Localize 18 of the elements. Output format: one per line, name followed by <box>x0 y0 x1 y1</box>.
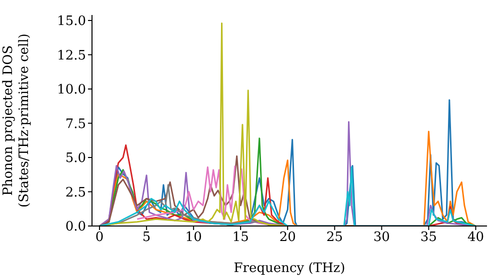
x-tick-label: 30 <box>373 230 390 246</box>
y-tick-label: 12.5 <box>57 48 86 64</box>
y-axis-title: Phonon projected DOS (States/THz·primitive cell) <box>1 33 32 208</box>
y-tick-label: 10.0 <box>57 82 86 98</box>
y-tick-label: 15.0 <box>57 14 86 30</box>
x-tick-label: 25 <box>326 230 343 246</box>
y-tick-label: 2.5 <box>65 185 86 200</box>
y-tick-label: 5.0 <box>65 151 86 166</box>
y-tick-label: 0.0 <box>65 220 86 235</box>
x-tick-label: 40 <box>467 230 484 246</box>
x-axis-title: Frequency (THz) <box>234 261 346 276</box>
x-tick-label: 15 <box>232 230 249 246</box>
x-tick-label: 5 <box>142 230 151 246</box>
x-tick-label: 35 <box>420 230 437 246</box>
x-tick-label: 20 <box>279 230 296 246</box>
y-tick-label: 7.5 <box>65 116 86 132</box>
x-tick-label: 0 <box>95 230 104 246</box>
x-tick-label: 10 <box>185 230 202 246</box>
